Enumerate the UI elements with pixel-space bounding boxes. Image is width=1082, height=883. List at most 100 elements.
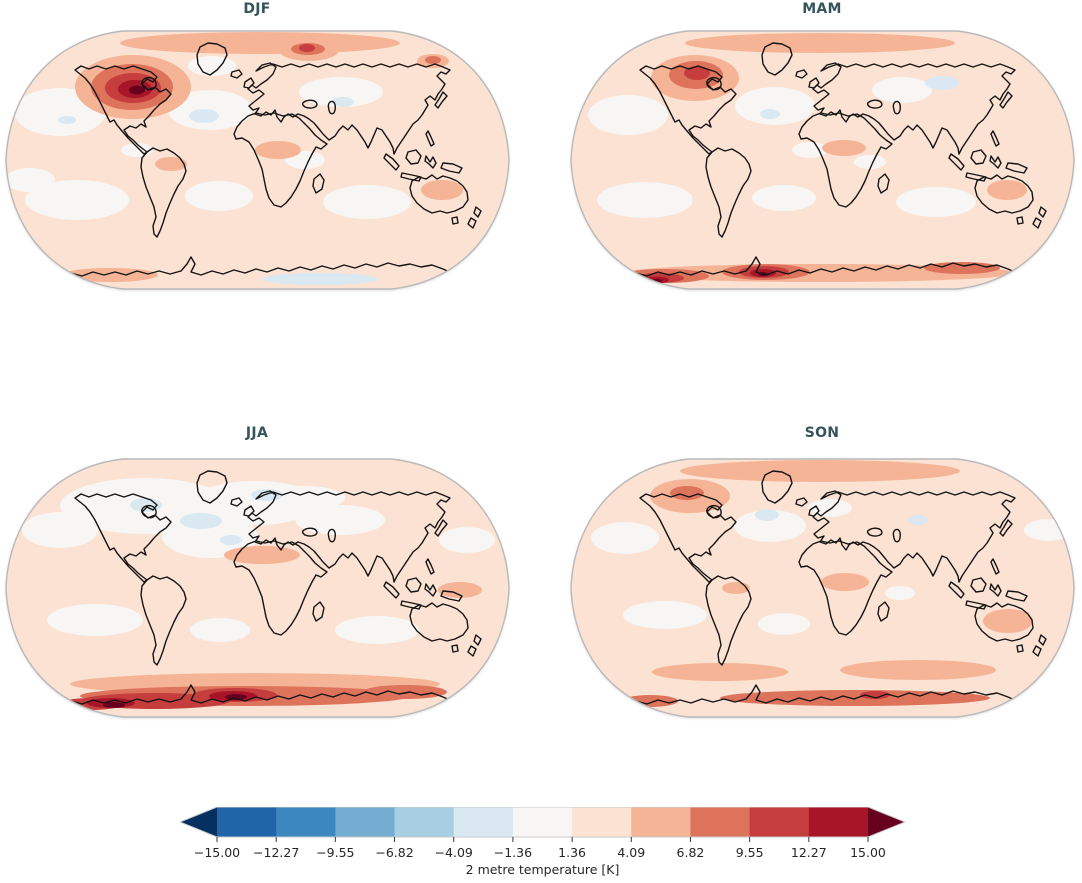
anomaly-blob [885,586,915,600]
colorbar-label: 2 metre temperature [K] [465,862,620,877]
colorbar-segment [690,807,751,837]
anomaly-blob [22,512,98,548]
colorbar-segment [631,807,691,837]
panel-title-son: SON [804,425,840,441]
anomaly-blob [121,143,153,157]
map-jja [5,458,510,718]
panel-title-djf: DJF [243,1,271,17]
anomaly-blob [684,66,710,80]
colorbar-tick-label: −4.09 [435,845,473,860]
panel-title-jja: JJA [245,425,269,441]
anomaly-blob [623,601,707,629]
colorbar-tick-label: −1.36 [494,845,532,860]
map-djf [5,30,510,290]
anomaly-blob [1024,519,1072,541]
anomaly-blob [224,546,300,564]
anomaly-blob [622,695,678,707]
anomaly-blob [840,660,996,680]
anomaly-blob [680,460,960,482]
anomaly-blob [425,56,441,64]
colorbar-segment [512,807,573,837]
colorbar: −15.00 −12.27 −9.55 −6.82 −4.09 −1.36 1.36 4.09… [180,807,905,863]
anomaly-blob [860,691,890,699]
anomaly-blob [760,109,780,119]
colorbar-tick-label: 6.82 [677,845,705,860]
anomaly-blob [908,515,928,525]
anomaly-blob [103,702,125,708]
colorbar-tick-label: −6.82 [375,845,413,860]
anomaly-blob [155,157,187,171]
anomaly-blob [438,582,482,598]
anomaly-blob [987,180,1027,200]
map-panel-mam [570,30,1075,290]
anomaly-blob [189,109,219,123]
colorbar-tick-label: 12.27 [791,845,827,860]
anomaly-blob [439,527,495,553]
anomaly-blob [180,513,222,529]
anomaly-blob [190,618,250,642]
anomaly-blob [808,499,852,517]
anomaly-blob [758,613,810,635]
colorbar-tick-label: −15.00 [194,845,240,860]
anomaly-blob [363,685,447,699]
anomaly-blob [588,95,668,135]
anomaly-blob [47,604,143,636]
anomaly-blob [685,33,955,53]
anomaly-blob [925,76,959,90]
colorbar-segment [453,807,514,837]
colorbar-tick-label: 4.09 [617,845,645,860]
anomaly-blob [597,182,693,218]
colorbar-over-arrow [868,807,905,837]
colorbar-tick-label: 15.00 [850,845,886,860]
colorbar-tick-label: −12.27 [253,845,299,860]
anomaly-blob [262,273,378,285]
anomaly-blob [299,77,383,107]
anomaly-blob [735,87,815,125]
colorbar-segment [749,807,810,837]
map-mam [570,30,1075,290]
map-son [570,458,1075,718]
anomaly-blob [983,609,1033,633]
anomaly-blob [58,116,76,124]
anomaly-blob [822,140,866,156]
map-panel-djf [5,30,510,290]
anomaly-blob [872,77,932,103]
anomaly-blob [295,505,385,535]
anomaly-blob [6,168,55,192]
anomaly-blob [792,142,828,158]
colorbar-segment [572,807,632,837]
colorbar-tick-label: 1.36 [558,845,586,860]
anomaly-blob [924,262,1000,274]
anomaly-blob [670,486,704,500]
colorbar-segment [276,807,336,837]
anomaly-blob [652,663,788,681]
map-panel-son [570,458,1075,718]
map-panel-jja [5,458,510,718]
anomaly-blob [332,97,354,107]
anomaly-blob [225,694,247,700]
panel-title-mam: MAM [802,1,842,17]
colorbar-tick-label: 9.55 [736,845,764,860]
anomaly-blob [896,187,976,217]
anomaly-blob [821,573,869,591]
colorbar-tick-label: −9.55 [316,845,354,860]
colorbar-svg: −15.00 −12.27 −9.55 −6.82 −4.09 −1.36 1.36 4.09… [180,807,905,860]
anomaly-blob [734,510,806,542]
anomaly-blob [255,141,301,159]
anomaly-blob [185,181,253,211]
anomaly-blob [625,264,1015,282]
anomaly-blob [323,185,411,219]
anomaly-blob [752,185,816,211]
colorbar-segment [335,807,396,837]
anomaly-blob [220,535,242,545]
colorbar-under-arrow [180,807,217,837]
anomaly-blob [25,180,129,220]
anomaly-blob [129,85,145,95]
anomaly-blob [335,616,419,644]
colorbar-segment [217,807,277,837]
anomaly-blob [421,180,463,200]
colorbar-segment [394,807,455,837]
anomaly-blob [854,155,886,169]
anomaly-blob [299,44,315,52]
